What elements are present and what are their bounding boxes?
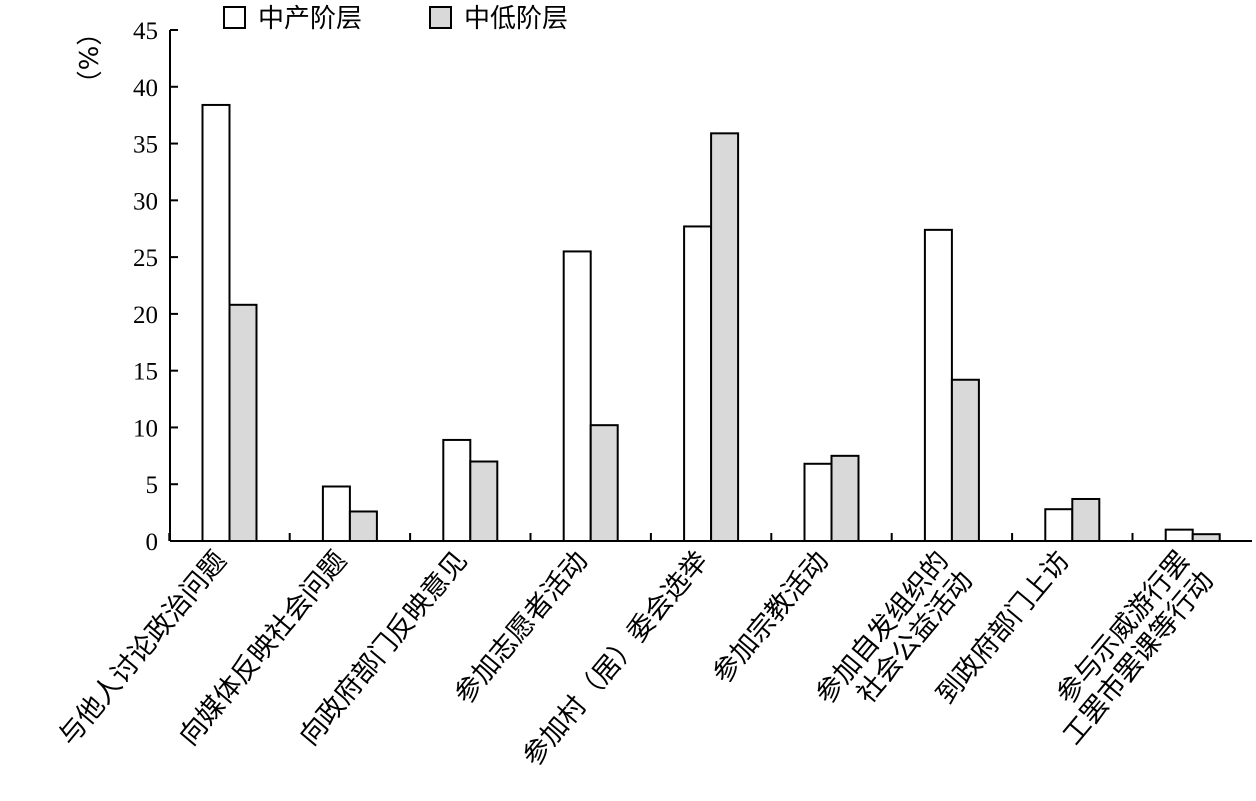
y-tick-label: 5: [146, 472, 159, 499]
bar-middle-class: [803, 462, 833, 543]
bar-lower-middle-class: [589, 424, 619, 543]
bar-middle-class: [923, 228, 953, 542]
bar-lower-middle-class: [830, 454, 860, 543]
bar-middle-class: [562, 250, 592, 543]
bar-middle-class: [1164, 528, 1194, 543]
bar-lower-middle-class: [1071, 497, 1101, 542]
bar-lower-middle-class: [1191, 533, 1221, 542]
y-tick-label: 30: [133, 188, 158, 215]
bar-lower-middle-class: [469, 460, 499, 542]
y-tick-label: 35: [133, 132, 158, 159]
category-label-line: 参加宗教活动: [707, 546, 835, 690]
y-tick-label: 15: [133, 359, 158, 386]
bar-middle-class: [1044, 508, 1074, 542]
legend-label: 中产阶层: [258, 4, 362, 34]
category-label: 参加宗教活动: [707, 546, 835, 690]
y-tick-label: 40: [133, 75, 158, 102]
bars: [201, 103, 1221, 543]
y-tick-label: 20: [133, 302, 158, 329]
y-axis-label: （%）: [72, 20, 102, 97]
legend-label: 中低阶层: [464, 4, 568, 34]
bar-lower-middle-class: [348, 510, 378, 542]
category-labels: 与他人讨论政治问题向媒体反映社会问题向政府部门反映意见参加志愿者活动参加村（居）…: [53, 546, 1220, 773]
legend-swatch: [223, 6, 246, 29]
bar-middle-class: [683, 225, 713, 542]
legend-swatch: [429, 6, 452, 29]
y-tick-label: 25: [133, 245, 158, 272]
legend: 中产阶层 中低阶层: [223, 4, 568, 34]
bar-lower-middle-class: [228, 303, 258, 542]
y-tick-label: 0: [146, 529, 159, 556]
bar-middle-class: [201, 103, 231, 543]
bar-lower-middle-class: [950, 378, 980, 542]
bar-lower-middle-class: [710, 132, 740, 543]
bar-middle-class: [321, 485, 351, 543]
y-tick-label: 45: [133, 18, 158, 45]
y-tick-label: 10: [133, 415, 158, 442]
bar-middle-class: [442, 438, 472, 542]
